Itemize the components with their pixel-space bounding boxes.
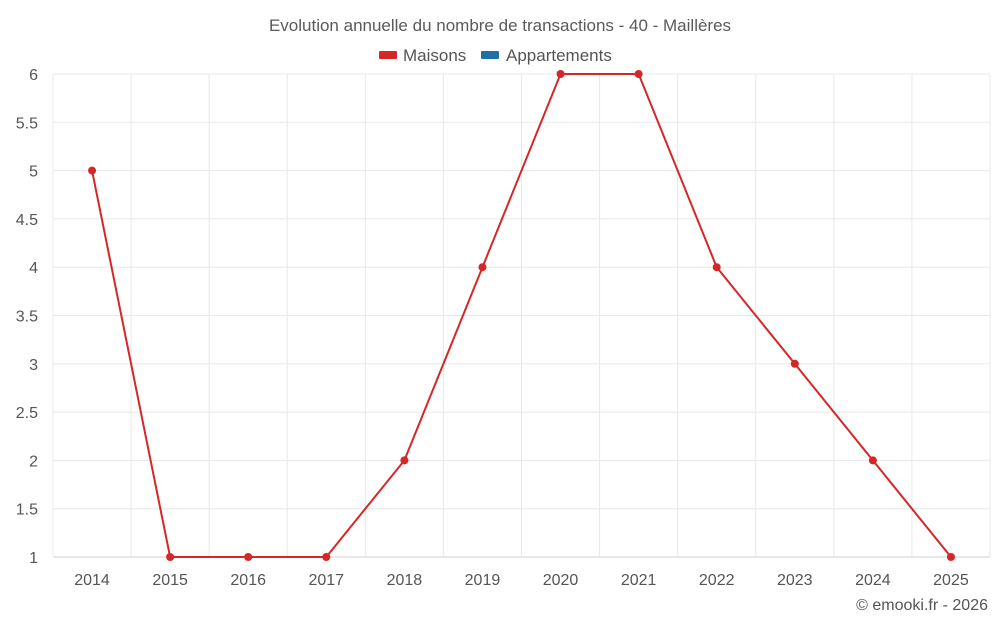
data-point[interactable] xyxy=(478,263,487,272)
y-tick-label: 2 xyxy=(29,453,38,470)
y-axis-ticks: 1 1.5 2 2.5 3 3.5 4 4.5 5 5.5 6 xyxy=(16,67,38,567)
legend-label-maisons: Maisons xyxy=(403,46,466,65)
data-point[interactable] xyxy=(400,456,409,465)
data-point[interactable] xyxy=(88,166,97,175)
data-point[interactable] xyxy=(322,553,331,561)
series-line-maisons xyxy=(91,73,952,558)
x-tick-label: 2020 xyxy=(543,572,579,589)
x-tick-label: 2014 xyxy=(74,572,110,589)
data-point[interactable] xyxy=(712,263,721,272)
x-tick-label: 2018 xyxy=(387,572,423,589)
data-point[interactable] xyxy=(946,553,955,561)
x-tick-label: 2017 xyxy=(308,572,344,589)
legend-item-maisons[interactable]: Maisons xyxy=(379,46,466,65)
data-point[interactable] xyxy=(634,70,643,78)
data-point[interactable] xyxy=(790,359,799,368)
data-point[interactable] xyxy=(166,553,175,561)
y-tick-label: 4 xyxy=(29,260,38,277)
x-tick-label: 2024 xyxy=(855,572,891,589)
x-tick-label: 2016 xyxy=(230,572,266,589)
y-tick-label: 3.5 xyxy=(16,309,38,326)
data-point[interactable] xyxy=(244,553,253,561)
legend-item-appartements[interactable]: Appartements xyxy=(481,46,612,65)
y-tick-label: 5 xyxy=(29,164,38,181)
x-tick-label: 2025 xyxy=(933,572,969,589)
y-tick-label: 3 xyxy=(29,357,38,374)
legend: Maisons Appartements xyxy=(379,46,612,65)
y-tick-label: 1.5 xyxy=(16,502,38,519)
chart-title: Evolution annuelle du nombre de transact… xyxy=(269,16,731,35)
y-tick-label: 1 xyxy=(29,550,38,567)
y-tick-label: 5.5 xyxy=(16,115,38,132)
y-tick-label: 2.5 xyxy=(16,405,38,422)
x-tick-label: 2021 xyxy=(621,572,657,589)
x-tick-label: 2015 xyxy=(152,572,188,589)
credit-text: © emooki.fr - 2026 xyxy=(856,597,988,614)
data-point[interactable] xyxy=(556,70,565,78)
x-tick-label: 2019 xyxy=(465,572,501,589)
x-tick-label: 2022 xyxy=(699,572,735,589)
x-axis-ticks: 2014 2015 2016 2017 2018 2019 2020 2021 2022 2023… xyxy=(74,572,969,589)
legend-swatch-maisons xyxy=(379,51,397,59)
grid xyxy=(52,73,991,558)
y-tick-label: 4.5 xyxy=(16,212,38,229)
legend-label-appartements: Appartements xyxy=(506,46,612,65)
legend-swatch-appartements xyxy=(481,51,499,59)
x-tick-label: 2023 xyxy=(777,572,813,589)
series-maisons xyxy=(88,70,955,561)
y-tick-label: 6 xyxy=(29,67,38,84)
data-point[interactable] xyxy=(868,456,877,465)
